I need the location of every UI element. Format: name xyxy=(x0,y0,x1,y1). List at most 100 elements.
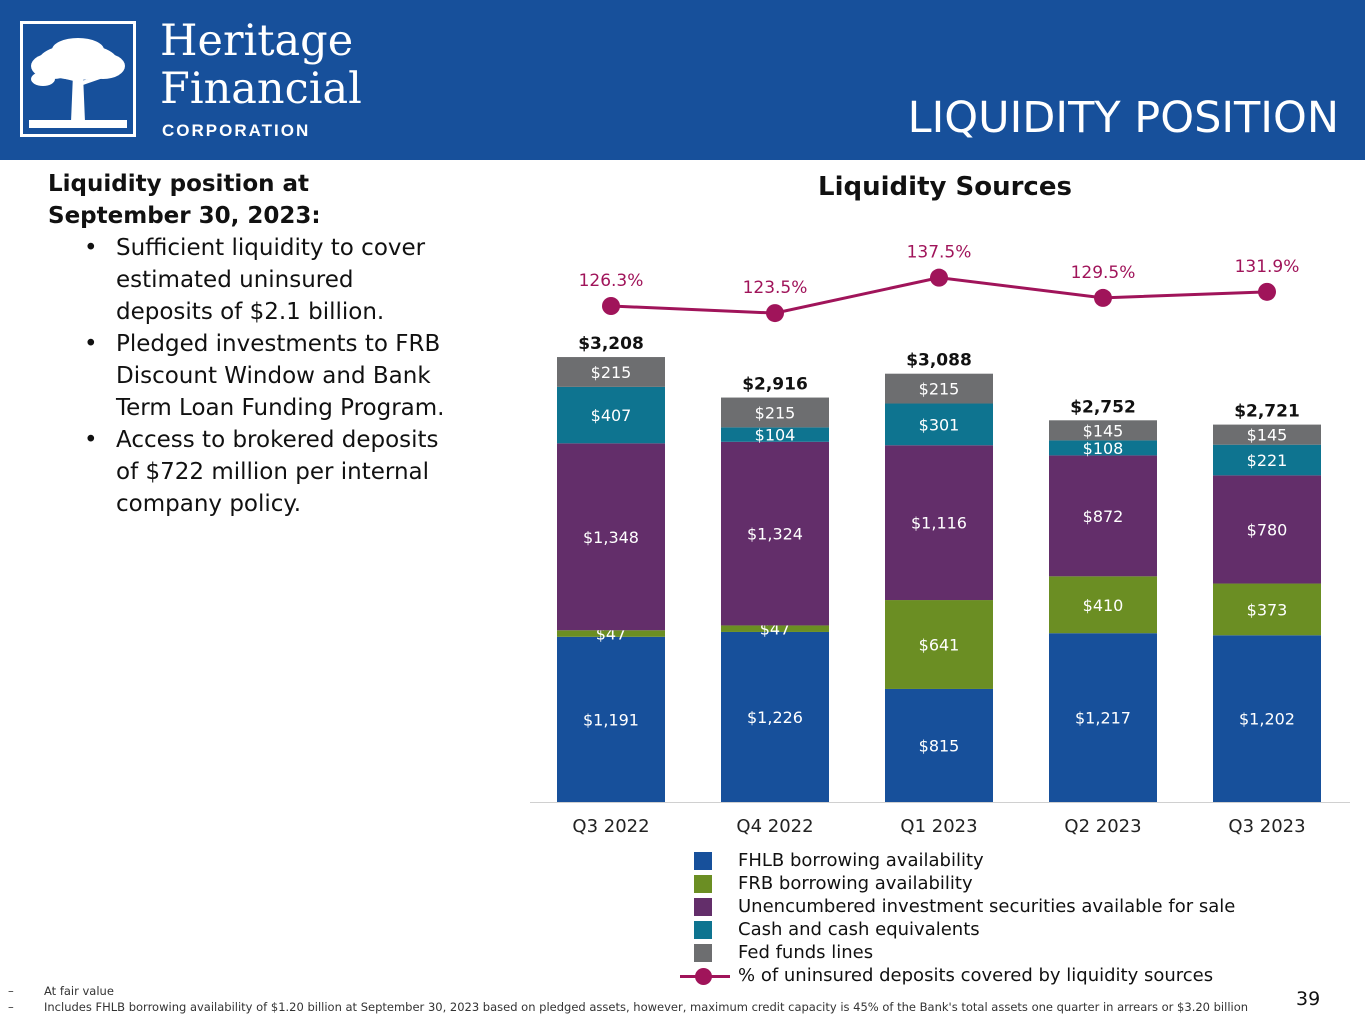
legend-swatch xyxy=(694,898,712,916)
bar-segment xyxy=(1049,455,1157,577)
bar-segment xyxy=(1213,475,1321,584)
coverage-label: 123.5% xyxy=(743,278,808,298)
bar-segment xyxy=(721,625,829,632)
bullet-line: Term Loan Funding Program. xyxy=(116,395,445,421)
bar-total-label: $3,208 xyxy=(578,334,644,354)
bullet-item: Sufficient liquidity to cover estimated … xyxy=(84,232,488,328)
bar-segment-label: $1,191 xyxy=(583,710,639,729)
bar-total-label: $2,752 xyxy=(1070,397,1136,417)
logo-text-corporation: CORPORATION xyxy=(162,121,311,140)
bar-segment-label: $373 xyxy=(1247,600,1288,619)
left-panel: Liquidity position at September 30, 2023… xyxy=(48,168,488,520)
bar-segment-label: $407 xyxy=(591,406,632,425)
header-banner: Heritage Financial CORPORATION LIQUIDITY… xyxy=(0,0,1365,160)
legend-label: FRB borrowing availability xyxy=(738,873,973,894)
bar-total-label: $3,088 xyxy=(906,351,972,371)
bar-segment-label: $641 xyxy=(919,636,960,655)
bar-segment-label: $410 xyxy=(1083,596,1124,615)
coverage-point xyxy=(1258,282,1276,301)
left-heading-line2: September 30, 2023: xyxy=(48,203,321,229)
bar-segment xyxy=(885,600,993,689)
page-number: 39 xyxy=(1296,988,1321,1010)
bullet-line: of $722 million per internal xyxy=(116,459,430,485)
coverage-label: 129.5% xyxy=(1071,263,1136,283)
left-heading-line1: Liquidity position at xyxy=(48,171,310,197)
bar-segment-label: $1,226 xyxy=(747,708,803,727)
legend-label: FHLB borrowing availability xyxy=(738,850,984,871)
bar-total-label: $2,916 xyxy=(742,375,808,395)
bullet-item: Access to brokered deposits of $722 mill… xyxy=(84,424,488,520)
bullet-line: Pledged investments to FRB xyxy=(116,331,441,357)
bar-segment-label: $108 xyxy=(1083,439,1124,458)
bullet-line: Sufficient liquidity to cover xyxy=(116,235,426,261)
bar-segment-label: $221 xyxy=(1247,451,1288,470)
bar-segment-label: $215 xyxy=(591,363,632,382)
footnote-text: At fair value xyxy=(44,984,114,998)
bar-segment-label: $215 xyxy=(919,380,960,399)
bar-segment-label: $1,116 xyxy=(911,514,967,533)
bullet-line: company policy. xyxy=(116,491,302,517)
coverage-point xyxy=(930,268,948,287)
coverage-label: 137.5% xyxy=(907,243,972,263)
tree-icon xyxy=(29,38,127,128)
bar-segment-label: $815 xyxy=(919,736,960,755)
bar-segment xyxy=(557,357,665,387)
legend-label: Fed funds lines xyxy=(738,942,874,963)
bar-segment xyxy=(721,631,829,802)
bar-segment xyxy=(721,427,829,442)
legend-swatch xyxy=(694,852,712,870)
bar-segment xyxy=(1049,576,1157,634)
bar-segment xyxy=(1213,583,1321,636)
bullet-line: deposits of $2.1 billion. xyxy=(116,299,385,325)
left-heading: Liquidity position at September 30, 2023… xyxy=(48,168,488,232)
legend-label: Cash and cash equivalents xyxy=(738,919,980,940)
chart-title: Liquidity Sources xyxy=(818,172,1072,202)
footnote-dash: – xyxy=(8,984,14,998)
bullet-item: Pledged investments to FRB Discount Wind… xyxy=(84,328,488,424)
bar-segment xyxy=(885,688,993,802)
legend-swatch xyxy=(694,921,712,939)
bar-segment-label: $1,202 xyxy=(1239,710,1295,729)
bar-segment-label: $301 xyxy=(919,415,960,434)
bar-segment xyxy=(1049,440,1157,456)
coverage-label: 126.3% xyxy=(579,271,644,291)
bar-segment xyxy=(885,373,993,404)
page-title: LIQUIDITY POSITION xyxy=(907,93,1339,143)
bar-segment xyxy=(557,386,665,444)
bar-segment-label: $780 xyxy=(1247,520,1288,539)
bar-segment xyxy=(557,443,665,631)
bar-segment xyxy=(1213,635,1321,802)
bar-segment-label: $1,348 xyxy=(583,528,639,547)
coverage-label: 131.9% xyxy=(1235,257,1300,277)
bar-segment xyxy=(721,441,829,626)
x-tick-label: Q1 2023 xyxy=(900,816,977,837)
legend-swatch xyxy=(694,875,712,893)
legend-label: % of uninsured deposits covered by liqui… xyxy=(738,965,1214,986)
bar-segment xyxy=(885,445,993,601)
bar-segment xyxy=(1213,444,1321,476)
legend-dot-swatch xyxy=(695,968,712,985)
bar-segment-label: $1,324 xyxy=(747,525,803,544)
bullet-line: estimated uninsured xyxy=(116,267,354,293)
bullet-list: Sufficient liquidity to cover estimated … xyxy=(48,232,488,520)
bar-segment xyxy=(885,403,993,446)
legend-label: Unencumbered investment securities avail… xyxy=(738,896,1236,917)
bar-segment xyxy=(557,636,665,802)
footnote-dash: – xyxy=(8,1000,14,1014)
bar-segment-label: $145 xyxy=(1083,421,1124,440)
logo-tree-icon xyxy=(20,21,136,137)
x-tick-label: Q3 2023 xyxy=(1228,816,1305,837)
bar-segment xyxy=(1049,420,1157,441)
bar-segment xyxy=(557,630,665,637)
coverage-point xyxy=(766,304,784,323)
x-tick-label: Q2 2023 xyxy=(1064,816,1141,837)
bar-segment-label: $104 xyxy=(755,426,796,445)
footnote-text: Includes FHLB borrowing availability of … xyxy=(44,1000,1249,1014)
bullet-line: Access to brokered deposits xyxy=(116,427,439,453)
x-tick-label: Q3 2022 xyxy=(572,816,649,837)
bar-segment xyxy=(1049,633,1157,802)
legend-swatch xyxy=(694,944,712,962)
bar-total-label: $2,721 xyxy=(1234,402,1300,422)
bar-segment xyxy=(1213,424,1321,445)
